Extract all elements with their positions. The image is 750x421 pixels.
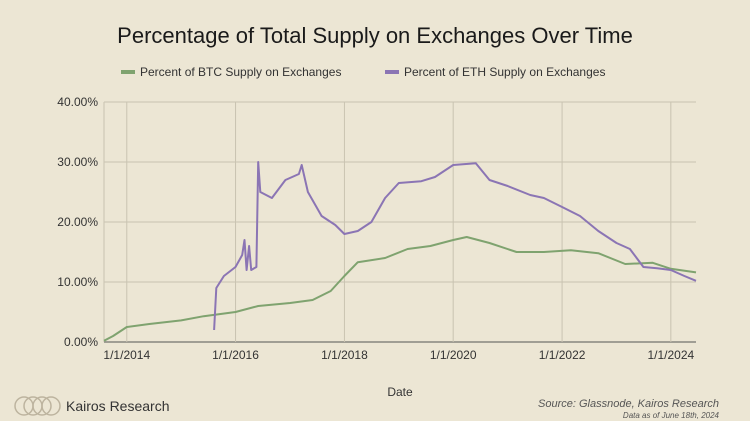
x-tick-label: 1/1/2022 <box>539 348 586 362</box>
x-tick-label: 1/1/2020 <box>430 348 477 362</box>
y-tick-label: 0.00% <box>64 335 98 349</box>
kairos-logo <box>14 396 61 416</box>
y-tick-label: 30.00% <box>57 155 98 169</box>
x-tick-label: 1/1/2018 <box>321 348 368 362</box>
source-note: Source: Glassnode, Kairos Research <box>538 398 719 410</box>
grid <box>103 101 696 343</box>
x-axis-ticks: 1/1/2014 1/1/2016 1/1/2018 1/1/2020 1/1/2022… <box>103 348 694 362</box>
brand-name: Kairos Research <box>66 398 170 414</box>
legend: Percent of BTC Supply on Exchanges Perce… <box>121 65 605 79</box>
y-tick-label: 10.00% <box>57 275 98 289</box>
legend-label-btc: Percent of BTC Supply on Exchanges <box>140 65 341 79</box>
x-axis-label: Date <box>387 385 413 399</box>
series-lines <box>103 161 697 342</box>
y-tick-label: 20.00% <box>57 215 98 229</box>
btc-series-line <box>103 236 697 342</box>
x-tick-label: 1/1/2016 <box>212 348 259 362</box>
eth-series-line <box>213 161 697 331</box>
legend-label-eth: Percent of ETH Supply on Exchanges <box>404 65 605 79</box>
y-axis-ticks: 0.00% 10.00% 20.00% 30.00% 40.00% <box>57 95 98 349</box>
data-date-note: Data as of June 18th, 2024 <box>623 411 720 420</box>
y-tick-label: 40.00% <box>57 95 98 109</box>
chart-title: Percentage of Total Supply on Exchanges … <box>117 23 633 48</box>
x-tick-label: 1/1/2014 <box>103 348 150 362</box>
x-tick-label: 1/1/2024 <box>647 348 694 362</box>
